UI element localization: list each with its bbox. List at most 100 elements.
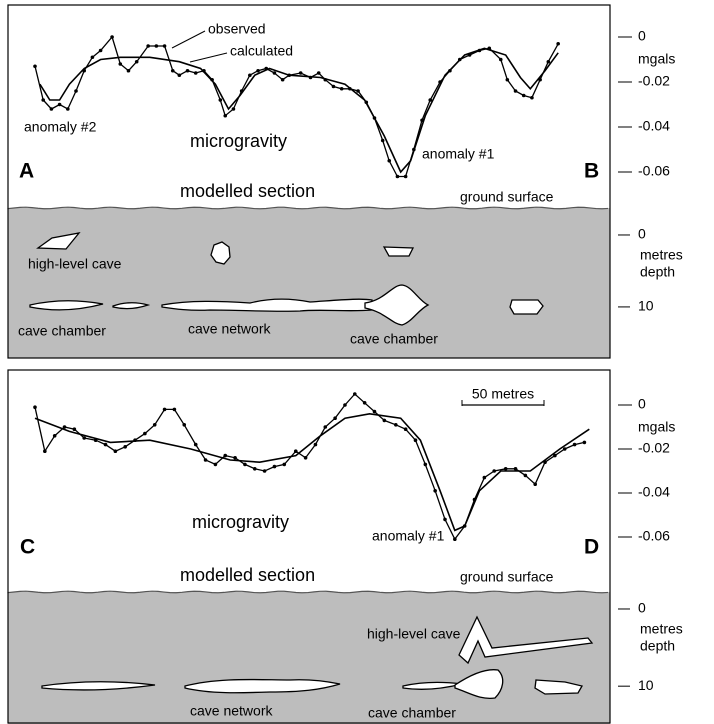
chart-title: microgravity <box>190 131 287 151</box>
data-point <box>193 71 198 75</box>
data-point <box>582 440 587 445</box>
series-line <box>34 412 590 532</box>
data-point <box>521 93 526 98</box>
data-point <box>74 89 78 93</box>
y-axis-label: mgals <box>638 51 675 67</box>
data-point <box>126 68 131 73</box>
data-point <box>316 71 321 75</box>
data-point <box>313 442 318 447</box>
panel-frame <box>7 369 611 724</box>
annotation: anomaly #2 <box>24 119 97 135</box>
y-tick-label: -0.02 <box>638 440 670 456</box>
cave <box>454 669 504 699</box>
section-background <box>8 592 610 724</box>
panel-label: A <box>19 160 34 183</box>
data-point <box>110 35 114 39</box>
data-point <box>118 62 123 66</box>
data-point <box>353 392 357 396</box>
data-point <box>272 71 277 75</box>
cave <box>210 241 231 265</box>
ground-label: ground surface <box>460 189 554 205</box>
data-point <box>218 98 223 102</box>
data-point <box>403 174 408 179</box>
legend-label: observed <box>208 21 266 37</box>
data-point <box>90 55 95 60</box>
depth-tick-label: 10 <box>638 677 654 693</box>
data-point <box>505 77 510 82</box>
cave-label: high-level cave <box>28 256 122 272</box>
cave <box>458 615 594 665</box>
section-background <box>8 208 610 358</box>
series-line <box>34 393 585 541</box>
data-point <box>193 442 198 447</box>
backgrounds <box>7 206 610 724</box>
data-point <box>498 57 503 62</box>
data-point <box>403 427 408 432</box>
data-point <box>387 158 392 163</box>
cave <box>112 302 151 310</box>
cave-label: cave chamber <box>18 323 106 339</box>
cave-label: cave chamber <box>350 331 438 347</box>
depth-label: depth <box>640 264 675 280</box>
depth-label: metres <box>640 247 683 263</box>
caves-top <box>29 232 544 326</box>
data-point <box>339 86 344 91</box>
data-point <box>530 95 534 100</box>
data-point <box>323 425 328 429</box>
data-point <box>231 107 236 111</box>
data-point <box>433 489 437 493</box>
data-point <box>356 89 360 93</box>
annotation: anomaly #1 <box>422 146 495 162</box>
data-point <box>152 423 157 427</box>
data-point <box>170 68 175 73</box>
y-tick-label: -0.04 <box>638 118 670 134</box>
data-point <box>423 462 428 467</box>
data-point <box>62 425 67 429</box>
data-point <box>572 442 577 447</box>
data-point <box>262 469 267 473</box>
depth-tick-label: 0 <box>638 226 646 242</box>
data-point <box>256 68 260 73</box>
depth-label: metres <box>640 621 683 637</box>
y-tick-label: -0.02 <box>638 73 670 89</box>
ground-surface <box>7 206 609 210</box>
data-point <box>43 449 47 454</box>
y-axis-label: mgals <box>638 419 675 435</box>
panel-label: D <box>584 536 599 559</box>
leader-line <box>189 52 228 63</box>
cave <box>29 300 104 311</box>
cave <box>41 681 156 691</box>
data-point <box>382 418 387 423</box>
data-point <box>146 44 150 48</box>
y-tick-label: 0 <box>638 28 646 44</box>
section-title: modelled section <box>180 181 315 201</box>
panel-label: B <box>584 160 599 183</box>
data-point <box>293 449 298 454</box>
cave-label: high-level cave <box>367 626 461 642</box>
ground-surface <box>7 590 609 594</box>
data-point <box>482 475 487 480</box>
data-point <box>303 456 308 460</box>
data-point <box>203 458 208 462</box>
data-point <box>213 462 218 467</box>
cave <box>184 678 341 694</box>
data-point <box>492 469 497 473</box>
data-point <box>223 453 228 458</box>
data-point <box>556 41 560 46</box>
cave-label: cave chamber <box>368 705 456 721</box>
data-point <box>143 431 147 436</box>
y-tick-label: -0.06 <box>638 528 670 544</box>
panel-label: C <box>20 536 35 559</box>
depth-tick-label: 0 <box>638 600 646 616</box>
data-point <box>49 107 54 111</box>
annotation: anomaly #1 <box>372 528 445 544</box>
data-point <box>343 403 347 407</box>
data-point <box>298 71 303 75</box>
data-point <box>103 442 108 447</box>
data-point <box>57 102 62 107</box>
cave <box>36 232 81 250</box>
data-point <box>223 113 228 118</box>
data-point <box>362 401 367 405</box>
data-point <box>395 174 400 179</box>
depth-label: depth <box>640 638 675 654</box>
